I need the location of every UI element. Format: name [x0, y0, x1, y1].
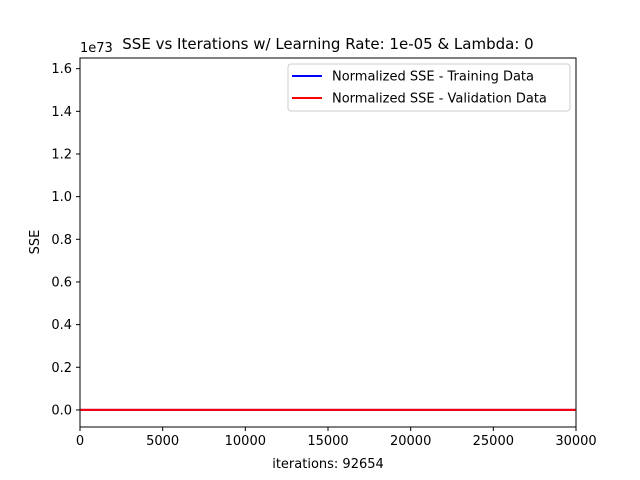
y-tick-label: 0.6 [51, 275, 72, 290]
x-tick-label: 25000 [473, 434, 514, 449]
x-tick-label: 0 [76, 434, 84, 449]
y-axis-title: SSE [28, 230, 43, 255]
legend-label-training: Normalized SSE - Training Data [332, 70, 534, 85]
x-tick-label: 30000 [555, 434, 596, 449]
y-tick-label: 0.4 [51, 318, 72, 333]
y-tick-label: 1.4 [51, 105, 72, 120]
plot-area [80, 58, 576, 427]
y-tick-label: 1.2 [51, 147, 72, 162]
x-tick-label: 5000 [146, 434, 179, 449]
legend-box [287, 63, 571, 112]
x-tick-label: 15000 [307, 434, 348, 449]
x-axis: 0 5000 10000 15000 20000 25000 30000 [76, 427, 597, 449]
x-tick-label: 10000 [225, 434, 266, 449]
y-tick-label: 0.2 [51, 361, 72, 376]
legend-label-validation: Normalized SSE - Validation Data [332, 92, 547, 107]
x-axis-title: iterations: 92654 [272, 457, 384, 472]
y-tick-label: 1.6 [51, 62, 72, 77]
y-tick-label: 0.8 [51, 233, 72, 248]
y-axis: 0.0 0.2 0.4 0.6 0.8 1.0 1.2 1.4 1.6 [51, 62, 80, 418]
y-tick-label: 0.0 [51, 403, 72, 418]
y-offset-text: 1e73 [80, 41, 113, 56]
legend: Normalized SSE - Training Data Normalize… [287, 63, 571, 112]
chart-title: SSE vs Iterations w/ Learning Rate: 1e-0… [122, 35, 533, 53]
x-tick-label: 20000 [390, 434, 431, 449]
y-tick-label: 1.0 [51, 190, 72, 205]
